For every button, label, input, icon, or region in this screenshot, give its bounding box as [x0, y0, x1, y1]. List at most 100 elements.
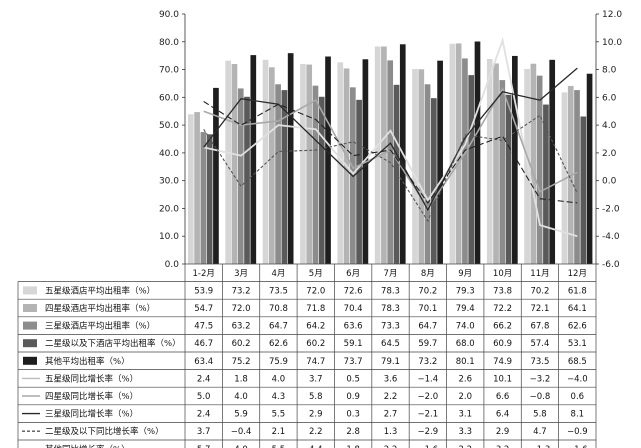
bar-4: [281, 90, 288, 264]
y-left-tick-label: 10.0: [159, 232, 179, 242]
data-label: 3.7: [309, 374, 323, 384]
data-label: 70.1: [418, 304, 437, 314]
data-label: 79.3: [456, 286, 475, 296]
bar-5: [474, 41, 481, 264]
category-label: 3月: [234, 269, 248, 279]
data-label: 74.7: [306, 357, 325, 367]
bars-layer: [187, 41, 593, 264]
data-label: 1.8: [346, 445, 360, 448]
y-left-tick-label: 70.0: [159, 66, 179, 76]
data-label: 68.5: [568, 357, 587, 367]
legend-swatch-bar: [23, 321, 37, 330]
category-label: 5月: [309, 269, 323, 279]
data-label: 2.9: [496, 427, 510, 437]
bar-5: [549, 59, 556, 264]
data-label: 3.7: [197, 427, 211, 437]
bar-5: [250, 55, 257, 264]
data-label: 72.1: [530, 304, 549, 314]
data-label: −2.9: [418, 427, 439, 437]
data-label: 80.1: [456, 357, 475, 367]
bar-3: [536, 75, 543, 264]
data-label: 64.7: [269, 322, 288, 332]
data-label: 70.4: [344, 304, 363, 314]
row-label: 四星级酒店平均出租率（%）: [45, 303, 155, 314]
data-label: 63.6: [344, 322, 363, 332]
y-left-tick-label: 90.0: [159, 10, 179, 20]
bar-2: [530, 63, 537, 264]
data-label: 3.1: [458, 410, 472, 420]
category-label: 12月: [568, 269, 587, 279]
data-label: 2.9: [309, 410, 323, 420]
category-label: 6月: [346, 269, 360, 279]
bar-3: [312, 85, 319, 264]
data-label: 4.0: [272, 374, 286, 384]
bar-5: [437, 60, 443, 264]
data-label: 70.8: [269, 304, 288, 314]
legend-swatch-bar: [23, 339, 37, 348]
category-label: 1-2月: [192, 269, 214, 279]
data-label: 47.5: [194, 322, 213, 332]
data-label: 2.7: [384, 410, 398, 420]
lines-layer: [203, 37, 578, 238]
data-label: 2.0: [458, 392, 472, 402]
data-label: −0.9: [567, 427, 588, 437]
data-label: −3.2: [530, 374, 551, 384]
data-label: 6.6: [496, 392, 510, 402]
legend-swatch-bar: [23, 356, 37, 365]
data-label: 64.2: [306, 322, 325, 332]
y-right-tick-label: 10.0: [602, 38, 622, 48]
bar-4: [431, 98, 437, 264]
data-label: 8.1: [571, 410, 585, 420]
bar-1: [486, 59, 493, 264]
row-label: 三星级酒店平均出租率（%）: [45, 321, 155, 332]
y-left-tick-label: 60.0: [159, 93, 179, 103]
data-label: 2.2: [458, 445, 472, 448]
data-label: 60.2: [232, 339, 251, 349]
bar-4: [356, 99, 362, 264]
data-label: −1.4: [418, 374, 439, 384]
data-label: 71.8: [306, 304, 325, 314]
data-label: 73.2: [232, 286, 251, 296]
data-label: 59.1: [344, 339, 363, 349]
data-label: 75.2: [232, 357, 251, 367]
data-label: 2.4: [197, 410, 211, 420]
data-label: 63.2: [232, 322, 251, 332]
data-label: 4.3: [272, 392, 286, 402]
y-left-tick-label: 0.0: [165, 260, 180, 270]
data-label: −1.3: [530, 445, 551, 448]
data-label: 54.7: [194, 304, 213, 314]
data-label: 64.7: [418, 322, 437, 332]
axes-layer: 0.0 10.0 20.0 30.0 40.0 50.0 60.0 70.0 80.0 90.0 -…: [159, 10, 622, 270]
data-label: 72.0: [232, 304, 251, 314]
y-right-tick-label: 0.0: [602, 177, 617, 187]
legend-swatch-bar: [23, 304, 37, 312]
data-label: 1.8: [234, 374, 248, 384]
bar-3: [574, 90, 580, 264]
row-label: 五星级同比增长率（%）: [45, 373, 138, 384]
growth-line-4: [203, 114, 578, 223]
data-label: −1.6: [567, 445, 588, 448]
data-label: 5.8: [533, 410, 547, 420]
data-label: 68.0: [456, 339, 475, 349]
bar-4: [318, 96, 325, 264]
data-label: 4.7: [533, 427, 547, 437]
data-label: 0.9: [346, 392, 360, 402]
y-right-tick-label: 4.0: [602, 121, 617, 131]
bar-1: [337, 62, 344, 264]
bar-2: [381, 46, 387, 264]
data-label: 5.0: [197, 392, 211, 402]
bar-3: [237, 88, 244, 264]
data-label: 73.7: [344, 357, 363, 367]
bar-5: [213, 87, 219, 264]
data-label: 74.9: [493, 357, 512, 367]
category-label: 10月: [493, 269, 512, 279]
y-right-tick-label: 12.0: [602, 10, 622, 20]
data-label: 59.7: [418, 339, 437, 349]
data-label: 0.6: [571, 392, 585, 402]
data-label: 60.2: [306, 339, 325, 349]
bar-3: [462, 58, 468, 264]
y-left-tick-label: 20.0: [159, 204, 179, 214]
y-left-tick-label: 30.0: [159, 177, 179, 187]
data-label: 62.6: [269, 339, 288, 349]
data-label: 0.3: [346, 410, 360, 420]
